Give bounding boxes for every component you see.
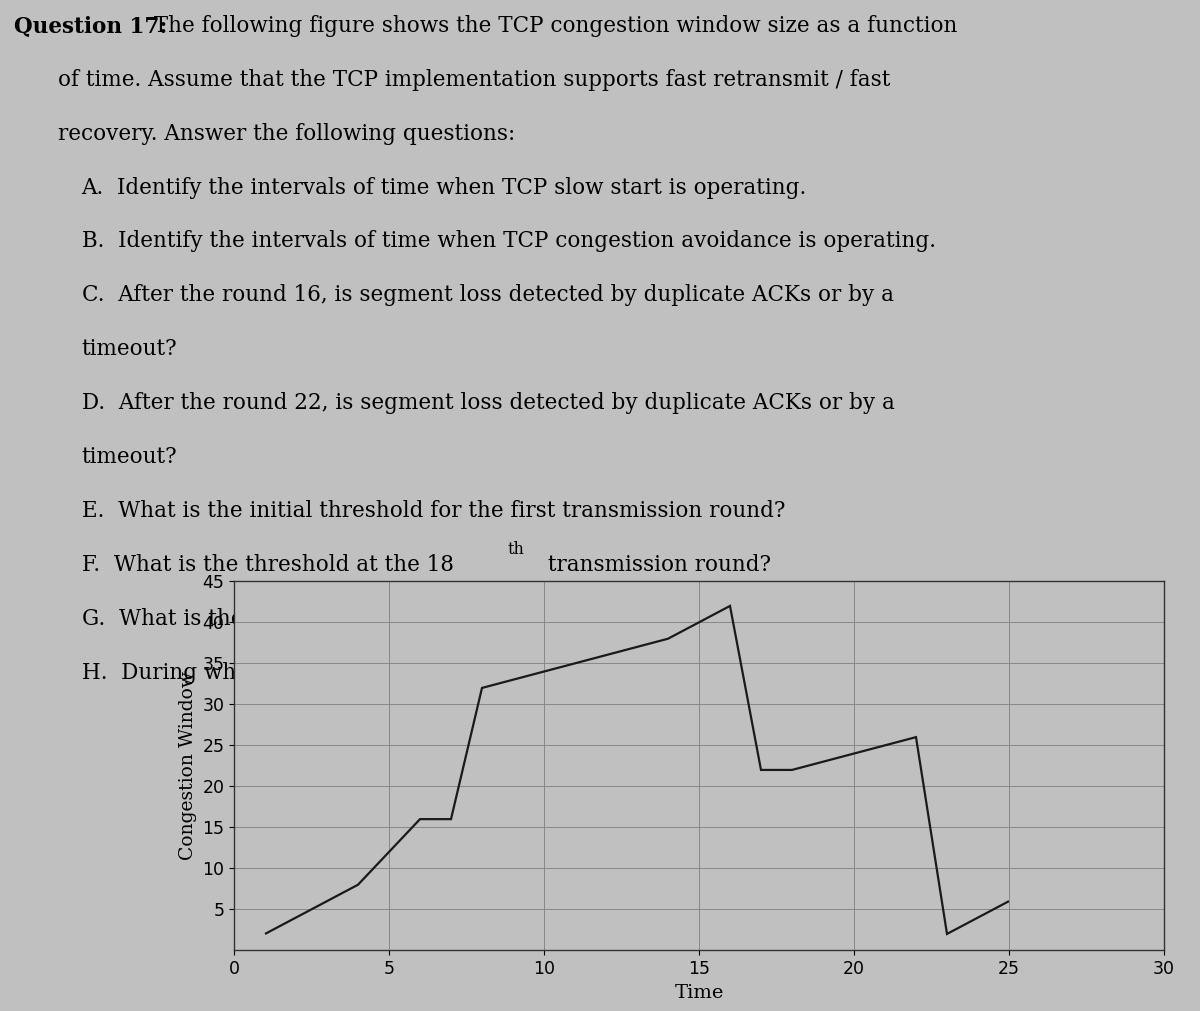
Text: H.  During what transmission round is the 70: H. During what transmission round is the… xyxy=(82,662,577,684)
Text: th: th xyxy=(616,649,632,666)
Text: timeout?: timeout? xyxy=(82,446,178,468)
Text: th: th xyxy=(508,541,524,558)
Y-axis label: Congestion Window: Congestion Window xyxy=(179,671,197,860)
Text: th: th xyxy=(508,595,524,613)
Text: C.  After the round 16, is segment loss detected by duplicate ACKs or by a: C. After the round 16, is segment loss d… xyxy=(82,284,894,306)
Text: G.  What is the threshold at the 24: G. What is the threshold at the 24 xyxy=(82,608,458,630)
Text: E.  What is the initial threshold for the first transmission round?: E. What is the initial threshold for the… xyxy=(82,500,785,523)
Text: of time. Assume that the TCP implementation supports fast retransmit / fast: of time. Assume that the TCP implementat… xyxy=(58,69,890,91)
X-axis label: Time: Time xyxy=(674,984,724,1002)
Text: transmission round?: transmission round? xyxy=(541,554,772,576)
Text: D.  After the round 22, is segment loss detected by duplicate ACKs or by a: D. After the round 22, is segment loss d… xyxy=(82,392,894,415)
Text: segment sent?: segment sent? xyxy=(649,662,815,684)
Text: B.  Identify the intervals of time when TCP congestion avoidance is operating.: B. Identify the intervals of time when T… xyxy=(82,231,936,253)
Text: timeout?: timeout? xyxy=(82,339,178,360)
Text: The following figure shows the TCP congestion window size as a function: The following figure shows the TCP conge… xyxy=(140,15,958,36)
Text: A.  Identify the intervals of time when TCP slow start is operating.: A. Identify the intervals of time when T… xyxy=(82,177,806,198)
Text: Question 17:: Question 17: xyxy=(14,15,168,36)
Text: F.  What is the threshold at the 18: F. What is the threshold at the 18 xyxy=(82,554,454,576)
Text: recovery. Answer the following questions:: recovery. Answer the following questions… xyxy=(58,122,515,145)
Text: transmission round?: transmission round? xyxy=(541,608,772,630)
